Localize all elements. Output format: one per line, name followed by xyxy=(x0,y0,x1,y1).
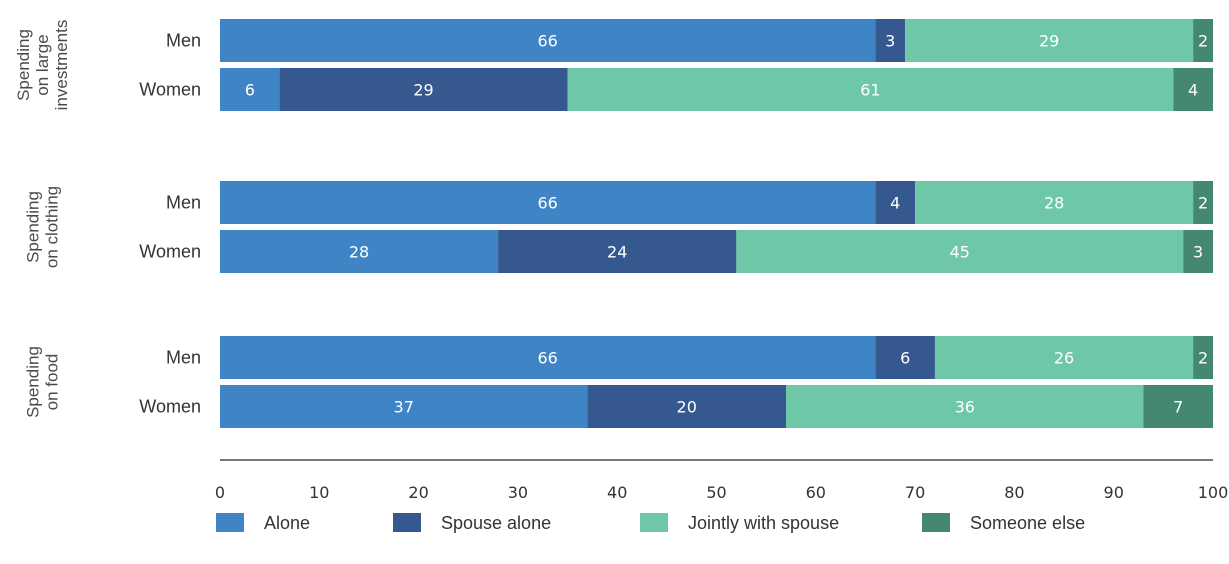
x-tick-label: 60 xyxy=(806,483,826,502)
data-label: 3 xyxy=(1193,243,1203,262)
x-tick-label: 80 xyxy=(1004,483,1024,502)
row-label: Women xyxy=(139,80,201,100)
data-label: 4 xyxy=(890,194,900,213)
bar-segment xyxy=(934,336,1194,379)
row-label: Women xyxy=(139,242,201,262)
bar-segment xyxy=(220,385,588,428)
data-label: 6 xyxy=(900,349,910,368)
bar-segment xyxy=(875,181,916,224)
bar-segment xyxy=(587,385,787,428)
data-label: 28 xyxy=(349,243,369,262)
x-tick-label: 10 xyxy=(309,483,329,502)
x-tick-label: 70 xyxy=(905,483,925,502)
row-label: Women xyxy=(139,397,201,417)
data-label: 28 xyxy=(1044,194,1064,213)
group-label-line: Spending xyxy=(24,191,43,263)
legend-swatch xyxy=(922,513,950,532)
data-label: 36 xyxy=(955,398,975,417)
bar-segment xyxy=(915,181,1194,224)
bar-segment xyxy=(736,230,1184,273)
bar-segment xyxy=(498,230,737,273)
data-label: 7 xyxy=(1173,398,1183,417)
data-label: 6 xyxy=(245,81,255,100)
x-tick-label: 40 xyxy=(607,483,627,502)
bar-segment xyxy=(786,385,1144,428)
data-label: 2 xyxy=(1198,349,1208,368)
x-tick-label: 0 xyxy=(215,483,225,502)
group-label-line: on food xyxy=(43,354,62,411)
bar-segment xyxy=(279,68,568,111)
data-label: 37 xyxy=(394,398,414,417)
x-tick-label: 100 xyxy=(1198,483,1229,502)
legend-label: Someone else xyxy=(970,513,1085,533)
row-label: Men xyxy=(166,31,201,51)
data-label: 24 xyxy=(607,243,627,262)
bar-segment xyxy=(220,181,876,224)
group-label-line: investments xyxy=(52,20,71,111)
data-label: 66 xyxy=(538,349,558,368)
group-label-line: Spending xyxy=(24,346,43,418)
data-label: 20 xyxy=(677,398,697,417)
data-label: 26 xyxy=(1054,349,1074,368)
bar-segment xyxy=(220,19,876,62)
data-label: 66 xyxy=(538,194,558,213)
data-label: 29 xyxy=(1039,32,1059,51)
legend-label: Alone xyxy=(264,513,310,533)
legend-swatch xyxy=(216,513,244,532)
x-tick-label: 90 xyxy=(1104,483,1124,502)
group-label-line: on large xyxy=(33,34,52,95)
legend-label: Spouse alone xyxy=(441,513,551,533)
x-tick-label: 50 xyxy=(706,483,726,502)
data-label: 45 xyxy=(950,243,970,262)
bar-segment xyxy=(1193,181,1213,224)
data-label: 61 xyxy=(860,81,880,100)
bar-segment xyxy=(875,336,935,379)
group-label: Spendingon largeinvestments xyxy=(14,20,71,111)
group-label-line: on clothing xyxy=(43,186,62,268)
group-label: Spendingon clothing xyxy=(24,186,62,268)
legend-swatch xyxy=(393,513,421,532)
x-tick-label: 30 xyxy=(508,483,528,502)
data-label: 3 xyxy=(885,32,895,51)
data-label: 66 xyxy=(538,32,558,51)
legend-label: Jointly with spouse xyxy=(688,513,839,533)
group-label: Spendingon food xyxy=(24,346,62,418)
bar-segment xyxy=(567,68,1174,111)
data-label: 29 xyxy=(413,81,433,100)
group-label-line: Spending xyxy=(14,29,33,101)
row-label: Men xyxy=(166,348,201,368)
data-label: 2 xyxy=(1198,194,1208,213)
bar-segment xyxy=(905,19,1194,62)
bar-segment xyxy=(220,336,876,379)
x-tick-label: 20 xyxy=(408,483,428,502)
bar-segment xyxy=(1143,385,1213,428)
row-label: Men xyxy=(166,193,201,213)
bar-segment xyxy=(220,230,499,273)
data-label: 4 xyxy=(1188,81,1198,100)
bar-segment xyxy=(220,68,280,111)
bar-segment xyxy=(1173,68,1213,111)
bar-segment xyxy=(1193,336,1213,379)
bar-segment xyxy=(1193,19,1213,62)
legend-swatch xyxy=(640,513,668,532)
data-label: 2 xyxy=(1198,32,1208,51)
bar-segment xyxy=(1183,230,1213,273)
bar-segment xyxy=(875,19,906,62)
